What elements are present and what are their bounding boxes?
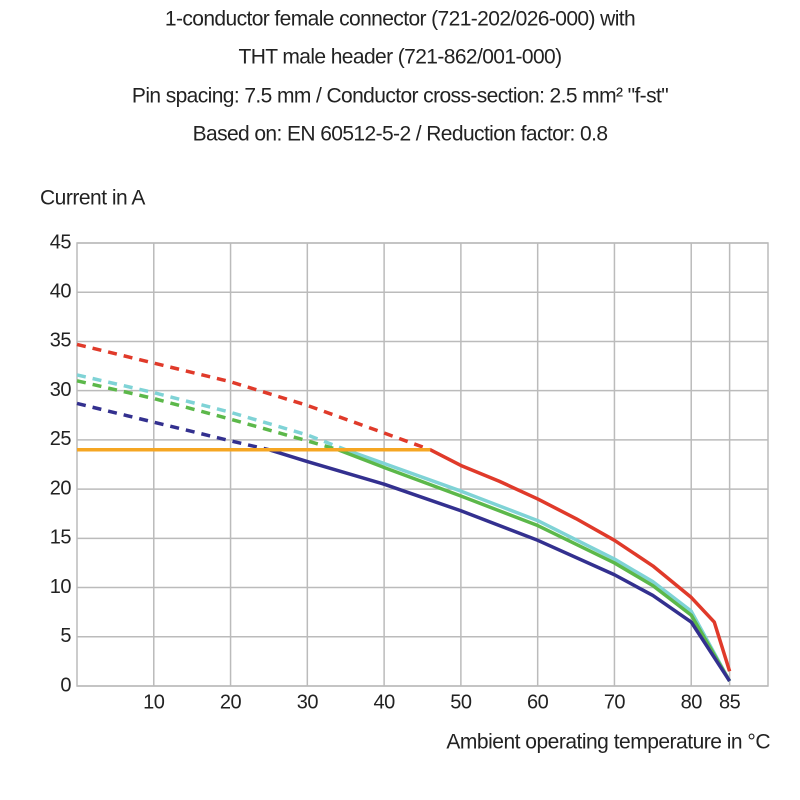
dashed-curve <box>76 342 431 452</box>
y-tick-label: 15 <box>50 527 72 549</box>
dashed-curve <box>76 379 339 452</box>
chart-title: THT male header (721-862/001-000) <box>238 46 561 69</box>
y-tick-label: 5 <box>60 625 71 647</box>
x-tick-label: 85 <box>719 691 741 713</box>
y-tick-label: 35 <box>50 330 72 352</box>
y-tick-label: 0 <box>60 674 71 696</box>
curve <box>429 448 732 672</box>
x-tick-label: 40 <box>373 691 395 713</box>
y-tick-label: 20 <box>50 477 72 499</box>
curve <box>337 448 732 682</box>
y-tick-label: 10 <box>50 576 72 598</box>
y-tick-label: 45 <box>50 231 72 253</box>
x-tick-label: 50 <box>450 691 472 713</box>
x-tick-label: 70 <box>604 691 626 713</box>
chart-title: Based on: EN 60512-5-2 / Reduction facto… <box>193 123 608 146</box>
curve <box>345 448 732 682</box>
y-axis-label: Current in A <box>40 187 145 210</box>
x-tick-label: 30 <box>297 691 319 713</box>
dashed-curve <box>76 373 347 452</box>
y-tick-label: 25 <box>50 428 72 450</box>
x-tick-label: 20 <box>220 691 242 713</box>
x-axis-label: Ambient operating temperature in °C <box>446 731 770 754</box>
curve <box>268 448 732 683</box>
x-tick-label: 80 <box>681 691 703 713</box>
plot-area <box>76 242 769 687</box>
chart-title: Pin spacing: 7.5 mm / Conductor cross-se… <box>132 85 668 108</box>
x-tick-label: 10 <box>143 691 165 713</box>
y-tick-label: 40 <box>50 281 72 303</box>
chart-title: 1-conductor female connector (721-202/02… <box>165 8 635 31</box>
y-tick-label: 30 <box>50 379 72 401</box>
x-tick-label: 60 <box>527 691 549 713</box>
dashed-curve <box>76 401 270 452</box>
